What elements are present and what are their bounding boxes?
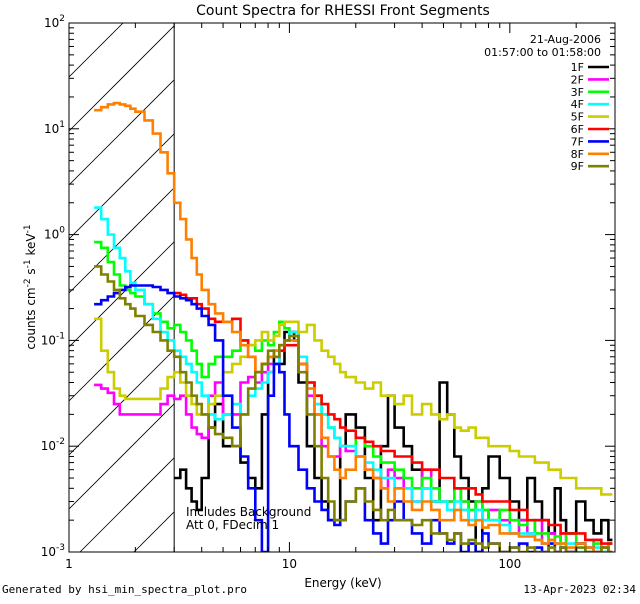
axis-tick-labels: 1 10 100 10-3 10-2 10-1 100 101 102 bbox=[41, 14, 522, 571]
x-tick-label: 100 bbox=[498, 557, 521, 571]
time-range-label: 01:57:00 to 01:58:00 bbox=[484, 46, 601, 59]
legend-label-3F: 3F bbox=[571, 86, 584, 99]
x-axis-label: Energy (keV) bbox=[304, 576, 381, 590]
footer-generated-by: Generated by hsi_min_spectra_plot.pro bbox=[2, 583, 248, 596]
plot-frame bbox=[68, 22, 616, 553]
hatch-line bbox=[79, 457, 175, 552]
y-tick-label: 101 bbox=[44, 120, 65, 136]
y-tick-label: 10-1 bbox=[41, 331, 65, 347]
footer-timestamp: 13-Apr-2023 02:34 bbox=[523, 583, 636, 596]
series-line-7F bbox=[94, 284, 613, 552]
date-label: 21-Aug-2006 bbox=[530, 33, 601, 46]
hatch-line bbox=[69, 133, 175, 240]
y-tick-label: 100 bbox=[44, 226, 65, 242]
x-tick-label: 1 bbox=[65, 557, 73, 571]
hatch-line bbox=[69, 23, 124, 78]
y-tick-label: 10-2 bbox=[41, 437, 65, 453]
series-line-6F bbox=[174, 291, 613, 545]
hatch-line bbox=[133, 511, 175, 552]
y-tick-label: 102 bbox=[44, 14, 65, 30]
legend-label-7F: 7F bbox=[571, 135, 584, 148]
legend-label-2F: 2F bbox=[571, 73, 584, 86]
y-axis-label: counts cm-2 s-1 keV-1 bbox=[23, 224, 38, 349]
legend-label-8F: 8F bbox=[571, 148, 584, 161]
series-line-9F bbox=[94, 265, 613, 552]
hatch-line bbox=[69, 23, 70, 24]
hatch-line bbox=[69, 403, 175, 510]
hatch-line bbox=[69, 349, 175, 456]
chart-title: Count Spectra for RHESSI Front Segments bbox=[196, 3, 490, 19]
hatch-line bbox=[69, 25, 175, 132]
annotation-attenuator: Att 0, FDecim 1 bbox=[186, 518, 279, 532]
series-line-5F bbox=[94, 317, 613, 496]
legend-label-6F: 6F bbox=[571, 123, 584, 136]
legend-label-4F: 4F bbox=[571, 98, 584, 111]
hatch-line bbox=[69, 295, 175, 402]
hatch-line bbox=[69, 187, 175, 294]
legend-label-5F: 5F bbox=[571, 111, 584, 124]
series-line-8F bbox=[94, 101, 613, 552]
y-tick-label: 10-3 bbox=[41, 543, 65, 559]
annotation-background: Includes Background bbox=[186, 505, 311, 519]
series-layer bbox=[94, 101, 613, 552]
legend-label-1F: 1F bbox=[571, 61, 584, 74]
series-line-3F bbox=[94, 240, 613, 552]
axis-ticks bbox=[68, 22, 616, 553]
hatched-region bbox=[69, 23, 175, 552]
hatch-line bbox=[69, 241, 175, 348]
legend-label-9F: 9F bbox=[571, 160, 584, 173]
hatch-line bbox=[69, 79, 175, 186]
x-tick-label: 10 bbox=[282, 557, 297, 571]
